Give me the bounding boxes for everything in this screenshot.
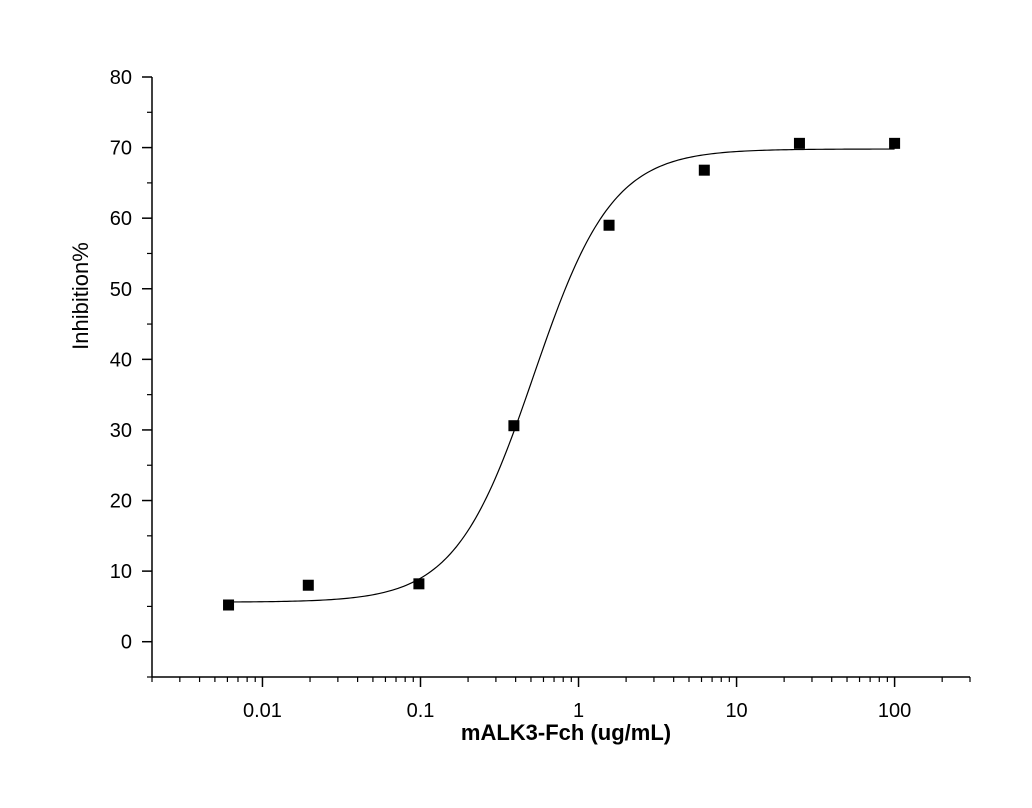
y-tick-label: 40 xyxy=(110,349,132,371)
data-point xyxy=(793,137,805,149)
x-tick-label: 1 xyxy=(573,700,584,722)
data-point xyxy=(698,164,710,176)
y-tick-label: 80 xyxy=(110,67,132,89)
x-tick-label: 100 xyxy=(878,700,911,722)
axes xyxy=(151,77,970,678)
y-tick-label: 70 xyxy=(110,138,132,160)
x-axis-title: mALK3-Fch (ug/mL) xyxy=(461,720,671,745)
x-tick-label: 0.01 xyxy=(243,700,282,722)
fit-curve xyxy=(228,148,895,603)
x-axis-ticks: 0.01 0.1 1 10 100 xyxy=(151,677,971,722)
data-points xyxy=(223,137,901,611)
y-tick-label: 0 xyxy=(121,632,132,654)
data-point xyxy=(889,137,901,149)
y-axis-title: Inhibition% xyxy=(68,242,93,350)
data-point xyxy=(223,599,235,611)
data-point xyxy=(603,219,615,231)
x-tick-label: 0.1 xyxy=(407,700,435,722)
y-axis-ticks: 0 10 20 30 40 50 60 70 80 xyxy=(110,67,152,678)
y-tick-label: 30 xyxy=(110,420,132,442)
y-tick-label: 50 xyxy=(110,279,132,301)
data-point xyxy=(413,578,425,590)
x-tick-label: 10 xyxy=(725,700,747,722)
data-point xyxy=(508,420,520,432)
data-point xyxy=(302,579,314,591)
y-tick-label: 60 xyxy=(110,208,132,230)
y-tick-label: 10 xyxy=(110,561,132,583)
y-tick-label: 20 xyxy=(110,491,132,513)
